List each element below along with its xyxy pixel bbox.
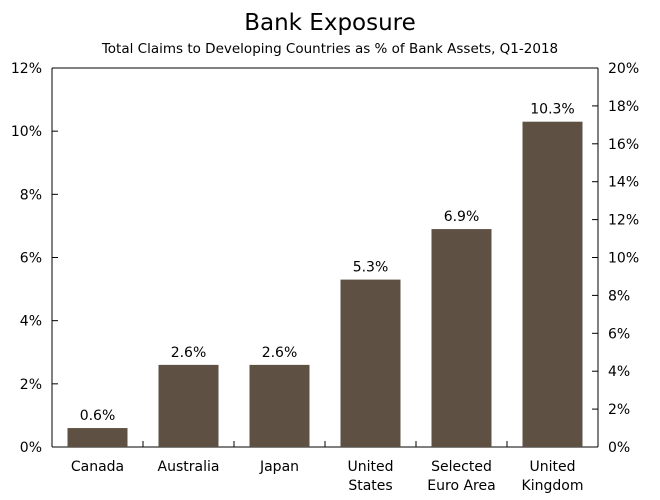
y-tick-label: 0% — [20, 440, 42, 456]
x-tick-label: Kingdom — [522, 478, 584, 494]
x-tick-label: United — [530, 459, 576, 475]
x-tick-label: Australia — [158, 459, 220, 475]
bar — [522, 121, 583, 448]
chart-title: Bank Exposure — [244, 10, 416, 36]
bar — [249, 364, 310, 447]
x-tick-label: Canada — [71, 459, 124, 475]
x-tick-label: Selected — [431, 459, 492, 475]
y2-tick-label: 14% — [608, 175, 639, 191]
y2-tick-label: 18% — [608, 99, 639, 115]
data-label: 5.3% — [353, 260, 389, 276]
data-label: 6.9% — [444, 209, 480, 225]
y-tick-label: 2% — [20, 377, 42, 393]
chart-subtitle: Total Claims to Developing Countries as … — [101, 41, 559, 57]
y2-tick-label: 0% — [608, 440, 630, 456]
bar — [431, 229, 492, 447]
y2-tick-label: 20% — [608, 61, 639, 77]
x-tick-label: States — [348, 478, 392, 494]
data-label: 2.6% — [262, 345, 298, 361]
bar — [67, 428, 128, 447]
y2-tick-label: 12% — [608, 213, 639, 229]
x-tick-label: United — [348, 459, 394, 475]
bar — [340, 279, 401, 447]
x-tick-label: Japan — [259, 459, 299, 475]
y-tick-label: 12% — [11, 61, 42, 77]
y2-tick-label: 10% — [608, 251, 639, 267]
y-tick-label: 10% — [11, 124, 42, 140]
y2-tick-label: 8% — [608, 288, 630, 304]
y2-tick-label: 2% — [608, 402, 630, 418]
data-label: 10.3% — [530, 102, 574, 118]
data-label: 2.6% — [171, 345, 207, 361]
y-tick-label: 8% — [20, 187, 42, 203]
y2-tick-label: 4% — [608, 364, 630, 380]
data-label: 0.6% — [80, 408, 116, 424]
bar — [158, 364, 219, 447]
plot-area: 0% 2% 4% 6% 8% 10% 12% 0% 2% 4% 6% 8% 10% 12% 14% 16% 18… — [11, 61, 639, 494]
x-tick-label: Euro Area — [427, 478, 495, 494]
y-tick-label: 6% — [20, 251, 42, 267]
y2-tick-label: 6% — [608, 326, 630, 342]
y2-tick-label: 16% — [608, 137, 639, 153]
y-tick-label: 4% — [20, 314, 42, 330]
